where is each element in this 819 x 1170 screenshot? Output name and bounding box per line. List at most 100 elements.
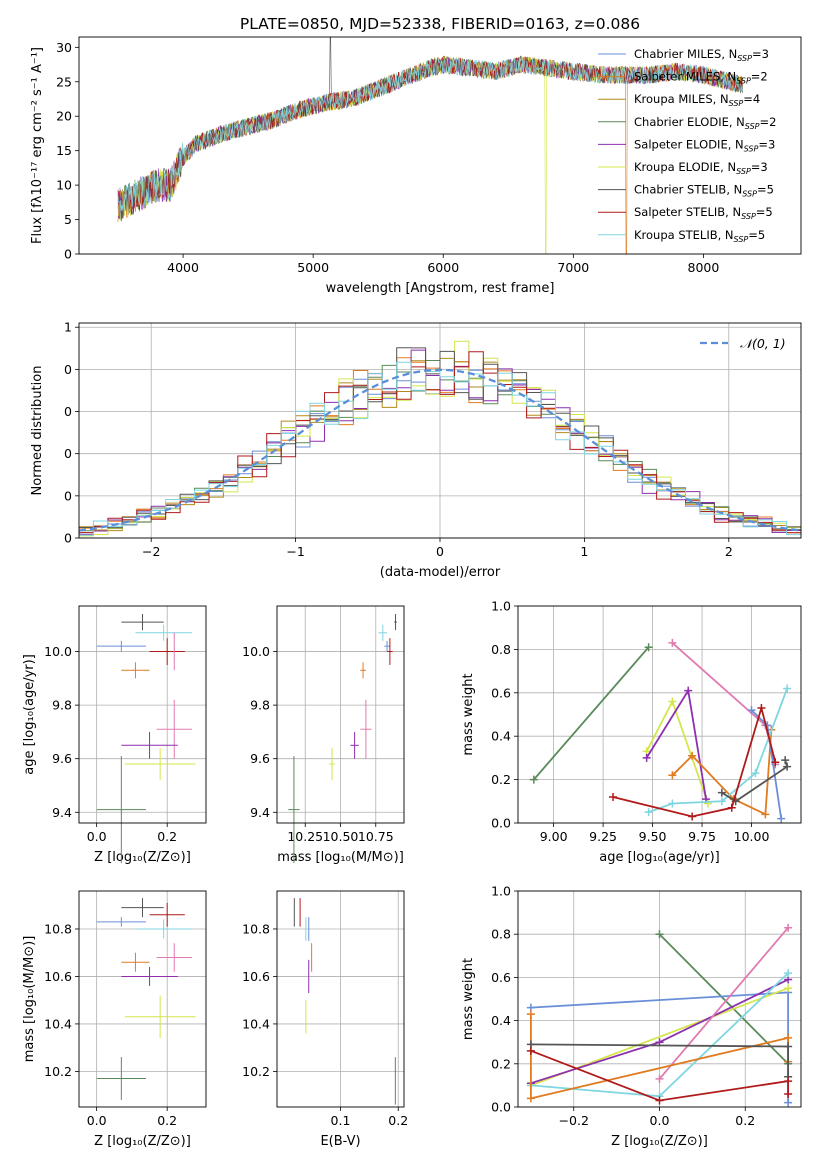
plus-marker [783, 684, 792, 693]
x-tick-label: −0.2 [559, 1113, 589, 1128]
y-axis-label: Normed distribution [30, 366, 45, 496]
errorbar-point [156, 699, 192, 759]
y-tick-label: 10.0 [44, 644, 72, 659]
y-tick-label: 10.8 [242, 921, 270, 936]
errorbar-point [360, 699, 372, 759]
y-tick-label: 10.2 [44, 1064, 72, 1079]
y-tick-label: 0.8 [491, 927, 511, 942]
errorbar-point [350, 731, 359, 759]
x-tick-label: 0.0 [650, 1113, 670, 1128]
axes-frame [276, 890, 405, 1108]
panel-age-vs-mass: 10.25 10.50 10.75 9.4 9.6 9.8 10.0 mass [log₁₀(… [242, 605, 405, 865]
y-tick-label: 10.2 [242, 1064, 270, 1079]
y-tick-label: 0 [64, 531, 72, 546]
y-tick-label: 9.4 [52, 805, 72, 820]
plus-marker [668, 697, 677, 706]
errorbar-point [121, 898, 164, 918]
axes-frame [78, 890, 207, 1108]
y-tick-label: 0 [64, 404, 72, 419]
spectrum-legend: Chabrier MILES, NSSP=3 Salpeter MILES, NS… [598, 47, 776, 244]
errorbar-point [96, 756, 147, 864]
y-tick-label: 15 [56, 143, 72, 158]
plus-marker [784, 984, 793, 993]
errorbar-point [156, 943, 192, 972]
y-tick-label: 0.4 [491, 1013, 511, 1028]
plus-marker [642, 753, 651, 762]
weight-series [533, 646, 650, 781]
plus-marker [668, 799, 677, 808]
x-axis-label: Z [log₁₀(Z/Z⊙)] [94, 1134, 191, 1149]
x-axis-label: Z [log₁₀(Z/Z⊙)] [611, 1134, 708, 1149]
y-tick-label: 10.4 [242, 1016, 270, 1031]
x-tick-label: 0.2 [735, 1113, 755, 1128]
y-tick-label: 0.6 [491, 970, 511, 985]
legend-label: Chabrier MILES, NSSP=3 [634, 47, 769, 63]
y-axis-label: mass weight [461, 958, 476, 1040]
plus-marker [688, 812, 697, 821]
y-tick-label: 10.0 [242, 644, 270, 659]
plus-marker [608, 792, 617, 801]
x-tick-label: 0 [436, 544, 444, 559]
plus-marker [727, 803, 736, 812]
x-tick-label: 7000 [557, 260, 589, 275]
errorbar-point [384, 640, 390, 652]
y-tick-label: 0.6 [491, 685, 511, 700]
x-tick-label: 1 [580, 544, 588, 559]
axes-frame [78, 605, 207, 824]
plus-marker [761, 810, 770, 819]
x-tick-label: 0.0 [87, 829, 107, 844]
errorbar-point [121, 731, 178, 759]
errorbar-point [121, 952, 150, 972]
errorbar-point [135, 624, 192, 641]
x-tick-label: 0.2 [157, 1113, 177, 1128]
plus-marker [747, 706, 756, 715]
weight-series [721, 759, 789, 803]
plus-marker [771, 758, 780, 767]
x-tick-label: 0.2 [157, 829, 177, 844]
x-tick-label: 0.2 [388, 1113, 408, 1128]
plus-marker [777, 814, 786, 823]
spectrum-series [117, 56, 743, 254]
gaussian-curve [79, 368, 799, 532]
plus-marker [688, 751, 697, 760]
errorbar-point [394, 614, 397, 631]
errorbar-point [288, 756, 300, 864]
errorbar-point [121, 662, 150, 679]
y-tick-label: 10.4 [44, 1016, 72, 1031]
plus-marker [703, 799, 712, 808]
panel-mass-vs-Z: 0.0 0.2 10.2 10.4 10.6 10.8 Z [log₁₀(Z/Z⊙)] mas… [22, 890, 207, 1149]
errorbar-point [135, 919, 192, 939]
errorbar-point [329, 747, 335, 781]
legend-label: Chabrier ELODIE, NSSP=2 [634, 115, 776, 131]
plus-marker [717, 788, 726, 797]
panel-spectrum: 4000 5000 6000 7000 8000 0 5 10 15 20 25 30 waveleng… [30, 36, 802, 296]
legend-label: Salpeter STELIB, NSSP=5 [634, 205, 773, 221]
y-axis-label: mass weight [461, 673, 476, 755]
plus-marker [784, 1090, 793, 1099]
plus-marker [784, 969, 793, 978]
plus-marker [655, 1074, 664, 1083]
y-tick-label: 0.4 [491, 729, 511, 744]
x-tick-label: 10.00 [734, 829, 770, 844]
y-tick-label: 0 [64, 362, 72, 377]
errorbar-point [96, 640, 147, 652]
errorbar-point [378, 624, 388, 641]
plus-marker [644, 643, 653, 652]
x-tick-label: 9.50 [639, 829, 667, 844]
y-tick-label: 5 [64, 212, 72, 227]
axes-frame [517, 605, 802, 824]
y-tick-label: 0 [64, 446, 72, 461]
y-tick-label: 9.6 [52, 751, 72, 766]
weight-series [658, 927, 789, 1080]
histogram-steps [79, 340, 801, 537]
grid-mass-vs-Z [79, 891, 206, 1107]
y-tick-label: 1.0 [491, 884, 511, 899]
panel-mass-vs-ebv: 0.1 0.2 10.2 10.4 10.6 10.8 E(B-V) [242, 890, 408, 1149]
y-tick-label: 9.6 [250, 751, 270, 766]
spectrum-series [117, 56, 743, 254]
errorbar-point [121, 966, 178, 986]
x-axis-label: E(B-V) [320, 1134, 360, 1149]
errorbar-point [124, 747, 196, 781]
legend-label: Salpeter ELODIE, NSSP=3 [634, 137, 775, 153]
